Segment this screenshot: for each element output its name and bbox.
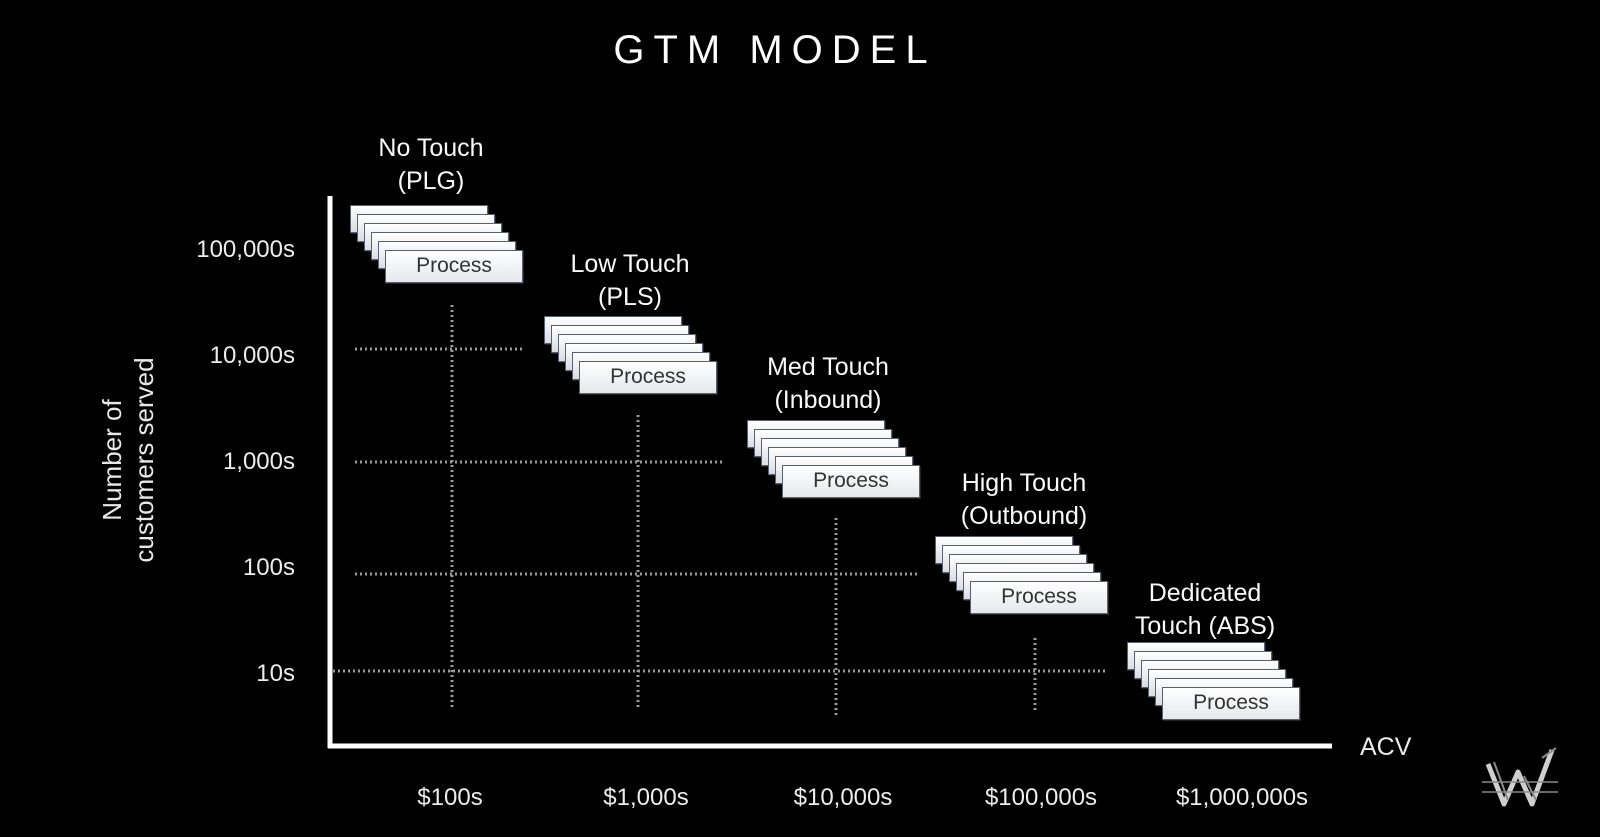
x-tick-label: $10,000s <box>793 784 893 811</box>
y-tick-label: 10,000s <box>209 342 295 369</box>
tier-label: Low Touch (PLS) <box>570 248 689 314</box>
y-tick-label: 10s <box>256 660 295 687</box>
tier-label: No Touch (PLG) <box>378 132 483 198</box>
tier-label: High Touch (Outbound) <box>961 467 1087 533</box>
tier-label-line1: No Touch <box>378 134 484 162</box>
process-card: Process <box>1162 687 1300 720</box>
w-monogram-icon <box>1482 747 1558 807</box>
process-card: Process <box>385 250 523 283</box>
x-axis-label: ACV <box>1360 733 1412 761</box>
y-tick-label: 100,000s <box>196 236 295 263</box>
y-tick-label: 1,000s <box>222 448 295 475</box>
tier-label-line1: High Touch <box>961 469 1087 497</box>
process-card: Process <box>782 465 920 498</box>
tier-label: Dedicated Touch (ABS) <box>1135 577 1275 643</box>
x-tick-label: $1,000s <box>603 784 689 811</box>
tier-label-line2: (Inbound) <box>774 386 882 414</box>
y-tick-label: 100s <box>242 554 295 581</box>
grid-lines <box>328 305 1105 715</box>
tier-label-line2: Touch (ABS) <box>1134 612 1276 640</box>
page-title: GTM MODEL <box>613 28 937 72</box>
tier-label-line2: (PLG) <box>397 167 465 195</box>
x-tick-label: $100,000s <box>984 784 1098 811</box>
x-tick-label: $1,000,000s <box>1175 784 1309 811</box>
tier-label-line2: (PLS) <box>598 283 662 311</box>
process-card: Process <box>970 581 1108 614</box>
tier-label-line1: Low Touch <box>570 250 690 278</box>
x-tick-label: $100s <box>417 784 483 811</box>
tier-label-line1: Dedicated <box>1148 579 1262 607</box>
tier-label: Med Touch (Inbound) <box>767 351 889 417</box>
tier-label-line1: Med Touch <box>767 353 889 381</box>
process-card: Process <box>579 361 717 394</box>
tier-label-line2: (Outbound) <box>960 502 1088 530</box>
